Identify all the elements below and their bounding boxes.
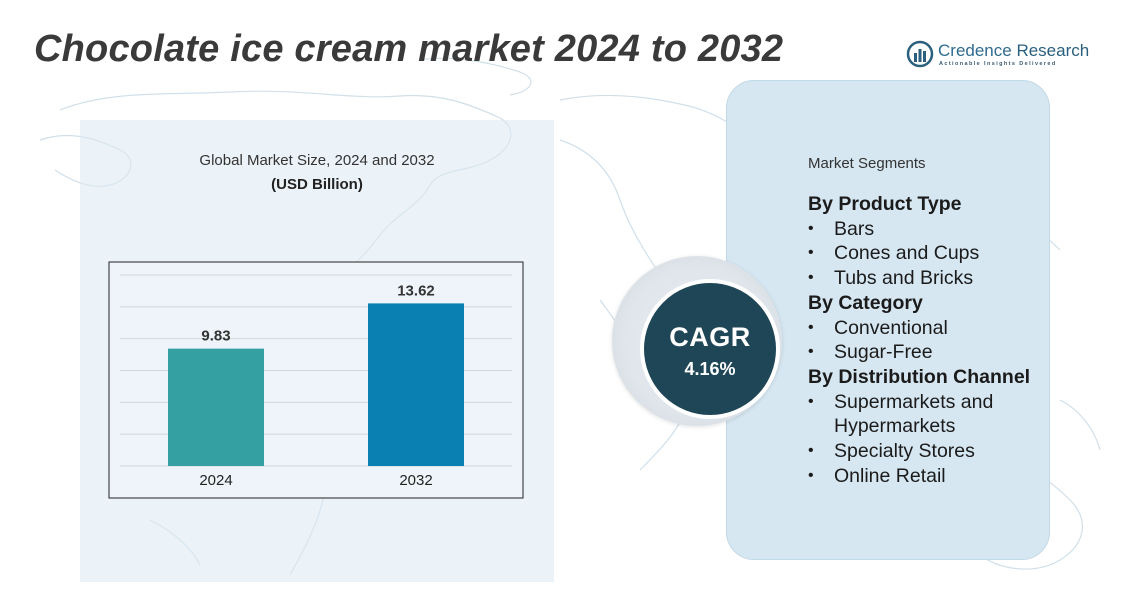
page-title: Chocolate ice cream market 2024 to 2032 [34, 28, 784, 70]
segment-item: Online Retail [808, 464, 1108, 489]
segment-item: Sugar-Free [808, 340, 1108, 365]
credence-logo-icon [906, 40, 934, 68]
segment-group-title: By Category [808, 291, 923, 314]
chart-subtitle: (USD Billion) [271, 176, 363, 193]
segment-item: Tubs and Bricks [808, 266, 1108, 291]
chart-title: Global Market Size, 2024 and 2032 [199, 152, 435, 169]
bar-2024 [168, 348, 264, 466]
segment-group-title: By Distribution Channel [808, 365, 1031, 388]
data-label-2032: 13.62 [397, 282, 435, 299]
brand-name-part1: Credence [938, 41, 1012, 60]
segment-item: Conventional [808, 316, 1108, 341]
segment-item: Supermarkets and Hypermarkets [808, 390, 1108, 439]
cagr-value: 4.16% [684, 359, 736, 379]
segment-item: Cones and Cups [808, 241, 1108, 266]
data-label-2024: 9.83 [201, 328, 230, 345]
segment-item: Specialty Stores [808, 439, 1108, 464]
segments-header: Market Segments [808, 155, 926, 172]
segment-item: Bars [808, 217, 1108, 242]
bar-2032 [368, 303, 464, 466]
x-tick-label-2024: 2024 [199, 472, 232, 489]
cagr-badge [640, 279, 780, 419]
segments-list: By Product TypeBarsCones and CupsTubs an… [808, 192, 1108, 488]
brand-name-part2: Research [1011, 41, 1090, 60]
cagr-label: CAGR [669, 322, 751, 352]
brand-tagline: Actionable Insights Delivered [939, 61, 1057, 67]
segment-group-title: By Product Type [808, 193, 962, 215]
x-tick-label-2032: 2032 [399, 472, 432, 489]
brand-name: Credence Research [938, 41, 1089, 61]
